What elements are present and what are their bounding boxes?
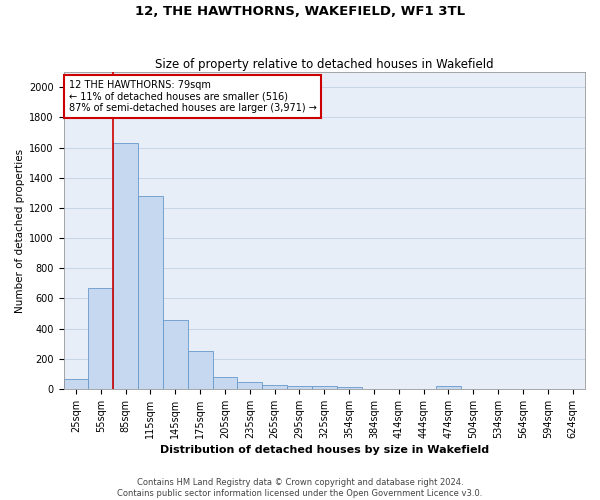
Bar [163,320,188,389]
Bar [312,386,337,389]
Bar [188,351,212,389]
Y-axis label: Number of detached properties: Number of detached properties [15,148,25,312]
Bar [212,377,238,389]
Bar [88,288,113,389]
Text: 12 THE HAWTHORNS: 79sqm
← 11% of detached houses are smaller (516)
87% of semi-d: 12 THE HAWTHORNS: 79sqm ← 11% of detache… [69,80,317,114]
X-axis label: Distribution of detached houses by size in Wakefield: Distribution of detached houses by size … [160,445,489,455]
Bar [287,386,312,389]
Bar [262,385,287,389]
Bar [113,143,138,389]
Bar [436,386,461,389]
Bar [238,382,262,389]
Bar [64,379,88,389]
Title: Size of property relative to detached houses in Wakefield: Size of property relative to detached ho… [155,58,494,71]
Bar [138,196,163,389]
Text: 12, THE HAWTHORNS, WAKEFIELD, WF1 3TL: 12, THE HAWTHORNS, WAKEFIELD, WF1 3TL [135,5,465,18]
Text: Contains HM Land Registry data © Crown copyright and database right 2024.
Contai: Contains HM Land Registry data © Crown c… [118,478,482,498]
Bar [337,386,362,389]
